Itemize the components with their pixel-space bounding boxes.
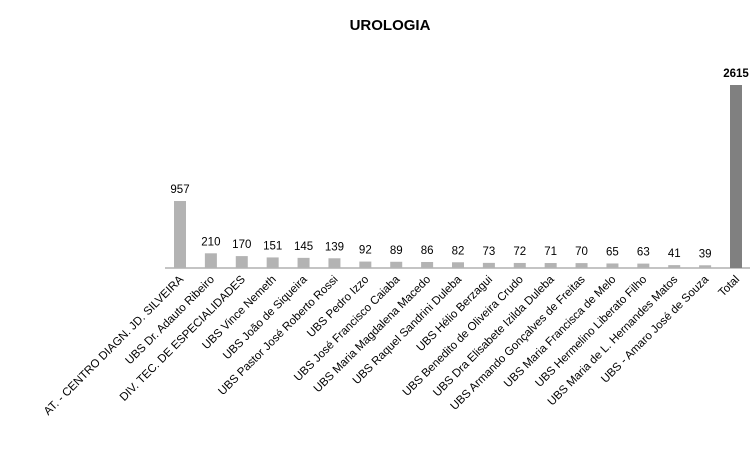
bar [482, 262, 495, 268]
value-label: 73 [482, 246, 495, 258]
x-tick-label: AT. - CENTRO DIAGN. JD. SILVEIRA [42, 273, 186, 417]
x-tick-label: UBS Maria Francisca de Melo [502, 274, 618, 390]
bar [637, 263, 650, 268]
value-label: 89 [390, 245, 403, 257]
bar [730, 85, 742, 268]
bar [606, 263, 619, 268]
bar [266, 257, 279, 268]
bar [513, 262, 526, 268]
value-label: 63 [637, 247, 650, 259]
value-label: 86 [421, 245, 434, 257]
value-label: 41 [668, 248, 681, 260]
bar [544, 263, 557, 268]
bar [174, 201, 186, 268]
value-label: 170 [232, 239, 251, 251]
bar [452, 262, 464, 268]
value-label: 65 [606, 246, 619, 258]
value-label: 82 [452, 245, 465, 257]
bar [328, 258, 341, 268]
value-label: 71 [544, 246, 557, 258]
value-label: 39 [699, 248, 712, 260]
value-label: 210 [201, 236, 220, 248]
value-label: 139 [325, 241, 344, 253]
value-label: 70 [575, 246, 588, 258]
bar [390, 261, 403, 268]
chart-title: UROLOGIA [350, 17, 431, 34]
bar [235, 256, 248, 268]
bar [359, 261, 372, 268]
bar [297, 257, 310, 268]
value-label: 957 [170, 184, 189, 196]
value-label: 92 [359, 245, 372, 257]
bar [204, 253, 217, 268]
x-tick-label: Total [716, 274, 742, 300]
value-label: 72 [513, 246, 526, 258]
value-label: 145 [294, 241, 313, 253]
bar [421, 261, 434, 268]
bar [668, 265, 681, 268]
value-label: 2615 [723, 68, 749, 80]
bar [575, 263, 588, 268]
bar [699, 265, 712, 268]
value-label: 151 [263, 240, 282, 252]
